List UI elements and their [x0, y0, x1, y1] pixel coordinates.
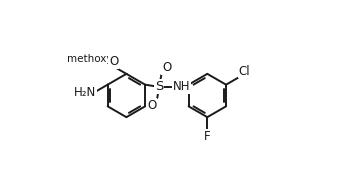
Text: O: O	[162, 62, 171, 74]
Text: NH: NH	[173, 80, 190, 93]
Text: O: O	[109, 55, 118, 68]
Text: S: S	[155, 80, 164, 93]
Text: Cl: Cl	[238, 65, 250, 78]
Text: methoxy: methoxy	[67, 54, 112, 64]
Text: F: F	[204, 130, 211, 143]
Text: H₂N: H₂N	[73, 86, 96, 99]
Text: O: O	[147, 99, 157, 112]
